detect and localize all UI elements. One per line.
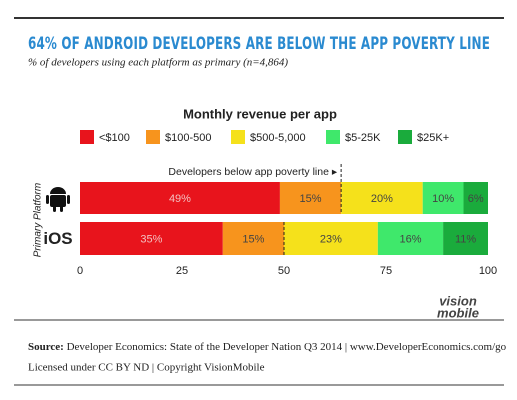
- x-tick-label: 75: [380, 265, 392, 277]
- annotation: Developers below app poverty line ▸: [168, 166, 337, 178]
- bar-segment: [222, 222, 284, 255]
- android-icon: [46, 187, 70, 212]
- value-label: 49%: [169, 193, 191, 205]
- legend-swatch: [326, 130, 340, 144]
- value-label: 6%: [468, 193, 484, 205]
- legend-label: $500-5,000: [250, 132, 306, 144]
- x-tick-label: 0: [77, 265, 83, 277]
- footer-source: Source: Developer Economics: State of th…: [28, 341, 507, 353]
- legend-label: $5-25K: [345, 132, 381, 144]
- bar-segment: [422, 182, 464, 214]
- value-label: 16%: [399, 233, 421, 245]
- bar-segment: [377, 222, 444, 255]
- footer-license: Licensed under CC BY ND | Copyright Visi…: [28, 362, 265, 374]
- legend-swatch: [80, 130, 94, 144]
- bar-segment: [284, 222, 378, 255]
- bar-segment: [80, 222, 223, 255]
- y-axis-label: Primary Platform: [33, 183, 44, 257]
- value-label: 23%: [320, 233, 342, 245]
- legend-swatch: [231, 130, 245, 144]
- chart-title: 64% OF ANDROID DEVELOPERS ARE BELOW THE …: [28, 34, 490, 54]
- x-tick-label: 25: [176, 265, 188, 277]
- value-label: 15%: [300, 193, 322, 205]
- y-tick-label: iOS: [43, 229, 72, 248]
- logo: mobile: [437, 305, 479, 320]
- value-label: 10%: [432, 193, 454, 205]
- bar-segment: [463, 182, 488, 214]
- value-label: 15%: [242, 233, 264, 245]
- source-text: Developer Economics: State of the Develo…: [67, 341, 507, 353]
- x-tick-label: 50: [278, 265, 290, 277]
- bar-segment: [80, 182, 280, 214]
- legend-title: Monthly revenue per app: [183, 106, 337, 121]
- bar-segment: [341, 182, 423, 214]
- legend-swatch: [398, 130, 412, 144]
- value-label: 35%: [140, 233, 162, 245]
- x-tick-label: 100: [479, 265, 497, 277]
- value-label: 20%: [371, 193, 393, 205]
- logo: vision: [439, 293, 477, 308]
- source-label: Source:: [28, 341, 64, 353]
- legend-label: $100-500: [165, 132, 212, 144]
- bar-segment: [443, 222, 488, 255]
- legend-label: <$100: [99, 132, 130, 144]
- value-label: 11%: [455, 233, 476, 245]
- bar-segment: [279, 182, 342, 214]
- legend-swatch: [146, 130, 160, 144]
- legend-label: $25K+: [417, 132, 449, 144]
- chart-subtitle: % of developers using each platform as p…: [28, 57, 288, 69]
